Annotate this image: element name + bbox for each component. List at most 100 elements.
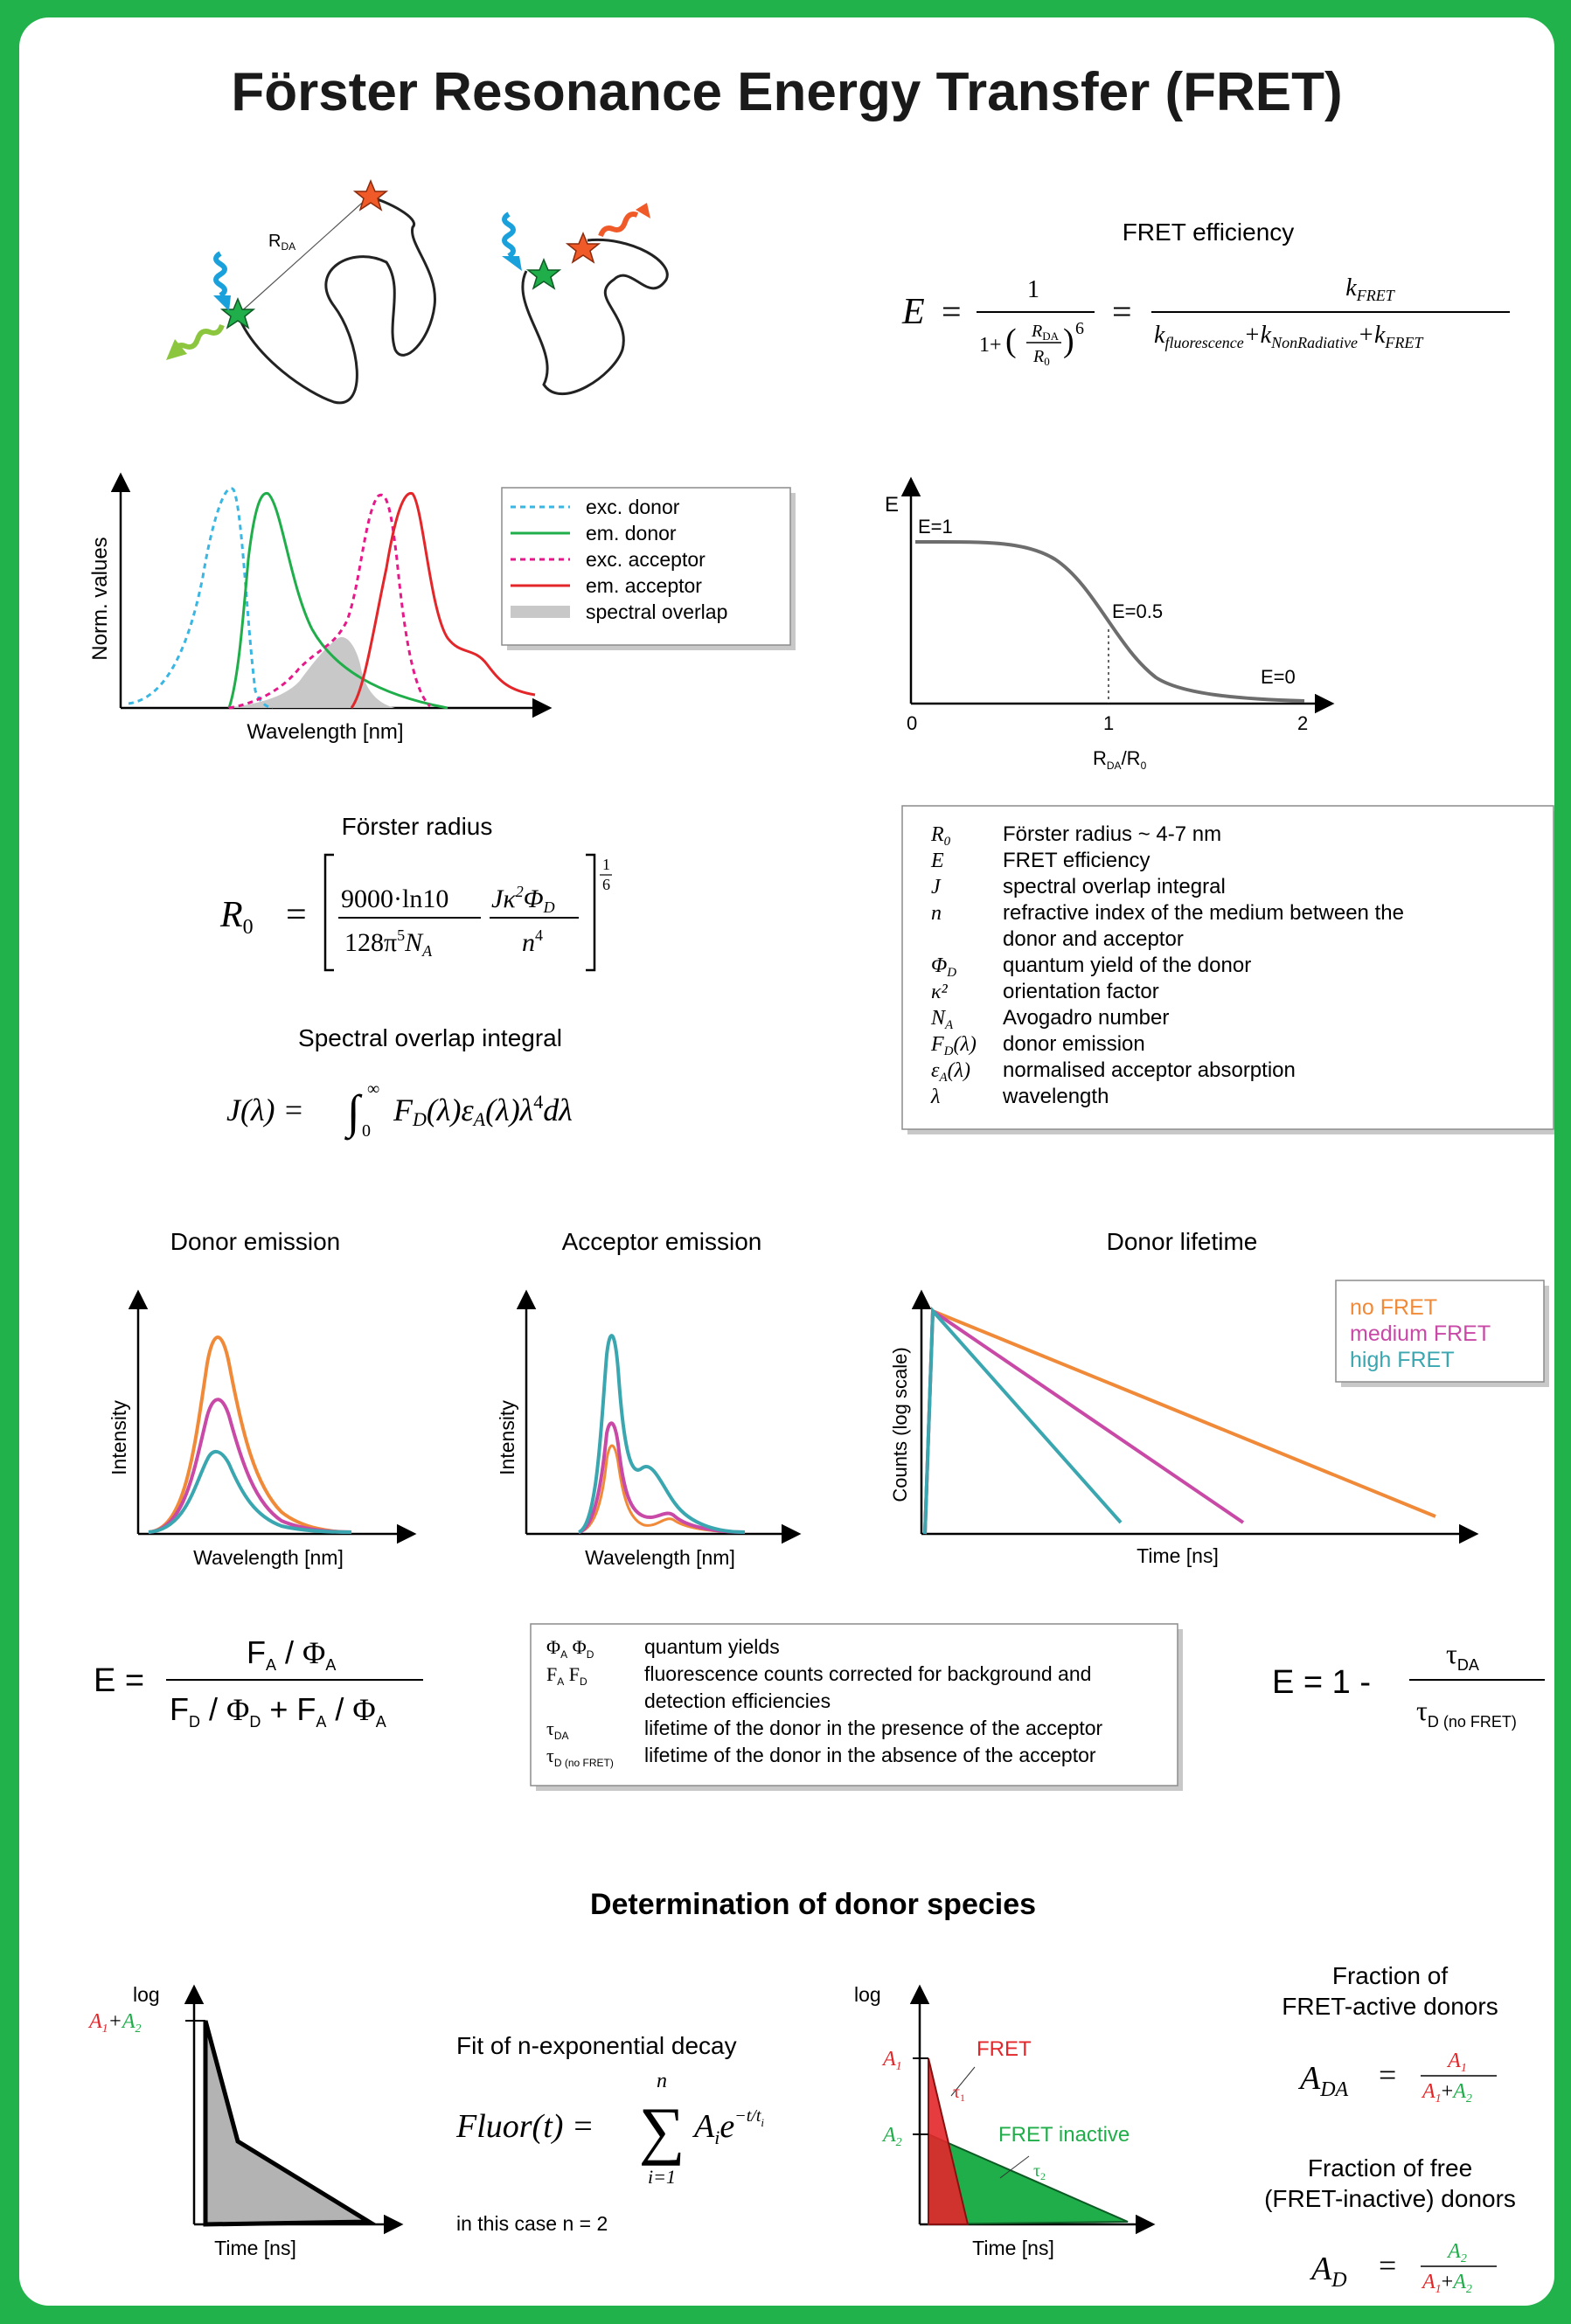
annotation-e05: E=0.5 xyxy=(1112,600,1163,622)
acceptor-star-icon xyxy=(352,179,389,212)
r0-eq: = xyxy=(286,895,307,935)
overlap-integral-formula: Spectral overlap integral J(λ) = ∫ ∞ 0 F… xyxy=(226,1024,573,1141)
lifetime-legend xyxy=(1335,1280,1545,1383)
symbol-description: quantum yield of the donor xyxy=(1003,954,1251,977)
symbol-description: donor and acceptor xyxy=(1003,927,1184,951)
frac2-numerator: kFRET xyxy=(1345,274,1395,304)
intensity-num: FA / ΦA xyxy=(247,1634,336,1674)
legend-item: exc. donor xyxy=(586,496,680,518)
tau1-label: τ1 xyxy=(953,2083,965,2104)
paren-right: ) xyxy=(1063,323,1074,359)
symbol-description: orientation factor xyxy=(1003,980,1159,1003)
legend-medium-fret: medium FRET xyxy=(1350,1322,1491,1346)
lifetime-den: τD (no FRET) xyxy=(1416,1695,1517,1731)
donor-star-icon xyxy=(219,297,256,330)
legend-item: spectral overlap xyxy=(586,600,727,623)
annotation-e0: E=0 xyxy=(1261,666,1296,688)
fraction-free-eq: = xyxy=(1379,2248,1396,2283)
legend-item: em. donor xyxy=(586,522,677,545)
curve-exc-donor xyxy=(128,487,274,710)
quantity-symbol: FA FD xyxy=(546,1663,587,1688)
quantity-description: detection efficiencies xyxy=(644,1689,831,1712)
quantity-symbol: τDA xyxy=(546,1717,569,1742)
integral-lower: 0 xyxy=(362,1121,371,1141)
fret-label: FRET xyxy=(977,2037,1032,2061)
symbol-cell: NA xyxy=(930,1007,954,1032)
quantity-symbol: ΦA ΦD xyxy=(546,1636,594,1661)
fret-schematic: RDA xyxy=(166,179,669,405)
curve-exc-acceptor xyxy=(228,493,432,710)
symbol-description: spectral overlap integral xyxy=(1003,875,1226,898)
split-xlabel: Time [ns] xyxy=(972,2237,1054,2259)
decay-xlabel: Time [ns] xyxy=(214,2237,296,2259)
lifetime-xlabel: Time [ns] xyxy=(1137,1544,1219,1567)
efficiency-curve-chart: E E=1 E=0.5 E=0 0 1 2 RDA/R0 xyxy=(885,476,1335,772)
quantities-table: ΦA ΦD quantum yields FA FD fluorescence cou… xyxy=(530,1623,1183,1791)
fraction-active-lhs: ADA xyxy=(1297,2060,1349,2101)
excitation-wave-icon-2 xyxy=(502,212,522,271)
donor-emission-heading: Donor emission xyxy=(170,1228,341,1255)
integral-body: FD(λ)εA(λ)λ4dλ xyxy=(393,1091,573,1130)
legend-item: em. acceptor xyxy=(586,574,702,597)
donor-lifetime-chart: Donor lifetime Counts (log scale) Time [… xyxy=(889,1228,1549,1567)
frac1-exponent: 6 xyxy=(1075,319,1084,338)
fraction-active-eq: = xyxy=(1379,2057,1396,2092)
curve-em-donor xyxy=(227,492,448,710)
symbol-cell: FD(λ) xyxy=(930,1033,977,1058)
lifetime-ylabel: Counts (log scale) xyxy=(889,1347,911,1502)
lifetime-efficiency-formula: E = 1 - τDA τD (no FRET) xyxy=(1272,1638,1545,1731)
species-split-plot: log Time [ns] A1 A2 FRET τ1 FRET inactiv… xyxy=(854,1983,1156,2259)
poster-card: Förster Resonance Energy Transfer (FRET)… xyxy=(19,17,1554,2306)
fit-sum-top: n xyxy=(657,2070,667,2092)
fraction-free-lhs: AD xyxy=(1309,2251,1347,2292)
quantity-description: lifetime of the donor in the absence of … xyxy=(644,1744,1096,1766)
fraction-free-formula: Fraction of free (FRET-inactive) donors … xyxy=(1264,2154,1516,2296)
split-a1-label: A1 xyxy=(881,2048,902,2073)
fit-note: in this case n = 2 xyxy=(456,2212,608,2235)
ratio-den: R0 xyxy=(1032,347,1050,368)
integral-upper: ∞ xyxy=(367,1079,379,1099)
symbol-description: refractive index of the medium between t… xyxy=(1003,901,1404,925)
frac1-numerator: 1 xyxy=(1027,276,1039,303)
fraction-active-num: A1 xyxy=(1446,2050,1467,2075)
symbol-cell: ΦD xyxy=(931,954,956,980)
poster-canvas: Förster Resonance Energy Transfer (FRET)… xyxy=(87,62,1554,2296)
fit-formula: Fit of n-exponential decay Fluor(t) = n … xyxy=(455,2032,764,2235)
acceptor-ylabel: Intensity xyxy=(496,1400,518,1475)
fit-term: Aie−t/ti xyxy=(692,2106,764,2148)
symbol-description: donor emission xyxy=(1003,1032,1145,1056)
legend-item: exc. acceptor xyxy=(586,548,706,571)
emission-wave-icon xyxy=(166,323,225,360)
efficiency-curve xyxy=(914,539,1305,703)
integral-lhs: J(λ) = xyxy=(226,1093,304,1127)
forster-radius-heading: Förster radius xyxy=(342,813,493,840)
fret-efficiency-heading: FRET efficiency xyxy=(1123,219,1295,246)
decay-area xyxy=(203,2020,377,2227)
symbols-table-frame xyxy=(901,805,1554,1130)
formula-eq: = xyxy=(942,292,962,331)
ratio-num: RDA xyxy=(1031,322,1060,343)
fraction-active-heading: Fraction of xyxy=(1332,1962,1448,1989)
acceptor-emission-heading: Acceptor emission xyxy=(562,1228,762,1255)
fraction-free-heading-2: (FRET-inactive) donors xyxy=(1264,2185,1516,2212)
split-ylabel: log xyxy=(854,1983,881,2006)
bracket-left xyxy=(323,853,334,972)
fit-heading: Fit of n-exponential decay xyxy=(456,2032,737,2059)
lifetime-lhs: E = 1 - xyxy=(1272,1664,1371,1701)
symbol-cell: n xyxy=(931,902,942,925)
symbol-cell: J xyxy=(931,876,942,898)
tau2-label: τ2 xyxy=(1033,2161,1046,2182)
decay-amplitude-label: A1+A2 xyxy=(87,2010,142,2036)
donor-emission-chart: Donor emission Intensity Wavelength [nm] xyxy=(108,1228,417,1569)
donor-ylabel: Intensity xyxy=(108,1400,130,1475)
r0-power-den: 6 xyxy=(602,876,610,893)
symbols-table: R0 Förster radius ~ 4-7 nm E FRET efficienc… xyxy=(901,805,1554,1134)
r0-den1: 128π5NA xyxy=(344,926,433,960)
symbol-description: FRET efficiency xyxy=(1003,849,1150,872)
donor-lifetime-heading: Donor lifetime xyxy=(1107,1228,1258,1255)
acceptor-emission-chart: Acceptor emission Intensity Wavelength [… xyxy=(496,1228,802,1569)
integral-sign: ∫ xyxy=(344,1086,363,1141)
fret-area xyxy=(928,2057,970,2225)
curve-medium-fret xyxy=(578,1421,746,1534)
quantities-table-frame xyxy=(530,1623,1178,1786)
